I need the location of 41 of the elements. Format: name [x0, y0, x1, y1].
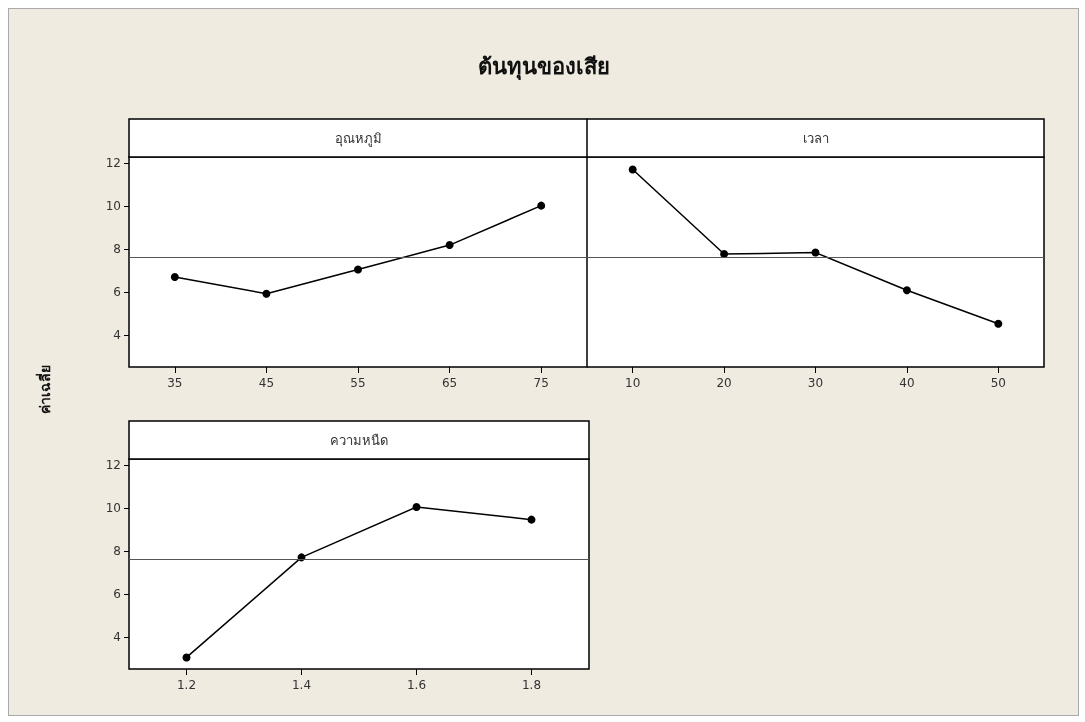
point — [537, 201, 546, 210]
y-tick-label: 12 — [105, 156, 121, 171]
x-tick-label: 50 — [990, 376, 1006, 390]
y-tick-label: 8 — [113, 544, 121, 559]
point — [170, 273, 179, 281]
x-tick-label: 40 — [899, 376, 915, 390]
y-tick-label: 6 — [113, 285, 121, 299]
y-tick-label: 6 — [113, 587, 121, 601]
x-tick-label: 30 — [807, 376, 824, 390]
x-tick-label: 1.2 — [176, 678, 197, 692]
x-tick-label: 75 — [533, 376, 549, 390]
point — [412, 503, 421, 511]
point — [354, 265, 362, 274]
y-tick-label: 4 — [113, 327, 121, 342]
point — [811, 248, 820, 257]
point — [262, 289, 271, 298]
x-tick-label: 45 — [258, 376, 275, 390]
chart-title: เวลา — [802, 130, 829, 146]
point — [628, 165, 637, 174]
x-tick-label: 10 — [625, 376, 641, 390]
point — [902, 286, 911, 295]
text: ต้นทุนของเสีย — [476, 53, 611, 82]
point — [527, 515, 536, 524]
x-tick-label: 20 — [716, 376, 732, 390]
point — [182, 653, 191, 662]
x-tick-label: 1.4 — [291, 678, 312, 692]
y-tick-label: 10 — [105, 501, 121, 516]
x-tick-label: 1.8 — [521, 678, 542, 692]
point — [445, 241, 454, 250]
y-tick-label: 12 — [105, 458, 121, 473]
x-tick-label: 35 — [167, 376, 183, 390]
text: ค่าเฉลี่ย — [34, 364, 54, 414]
y-tick-label: 10 — [105, 199, 121, 214]
y-tick-label: 8 — [113, 242, 121, 257]
x-tick-label: 65 — [441, 376, 458, 390]
y-tick-label: 4 — [113, 629, 121, 644]
chart-title: อุณหภูมิ — [334, 130, 382, 147]
x-tick-label: 55 — [350, 376, 366, 390]
chart-title: ความหนืด — [330, 432, 388, 448]
point — [994, 319, 1003, 328]
x-tick-label: 1.6 — [406, 678, 427, 692]
